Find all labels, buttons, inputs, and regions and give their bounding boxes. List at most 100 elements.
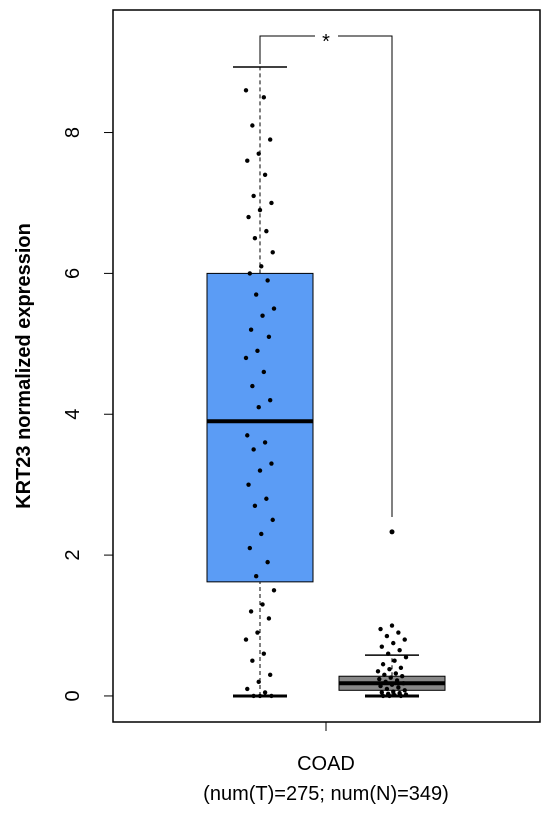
data-point xyxy=(255,630,260,635)
data-point xyxy=(251,447,256,452)
y-tick-label: 8 xyxy=(62,127,84,138)
data-point xyxy=(251,193,256,199)
data-point xyxy=(402,688,407,693)
data-point xyxy=(259,531,264,537)
data-point xyxy=(243,355,249,361)
y-tick-label: 6 xyxy=(62,268,84,279)
data-point xyxy=(257,207,263,213)
y-tick-label: 0 xyxy=(62,690,84,701)
data-point xyxy=(245,433,250,438)
data-point xyxy=(256,404,261,410)
data-point xyxy=(392,658,397,663)
data-point xyxy=(401,681,406,686)
data-point xyxy=(264,228,269,234)
data-point xyxy=(269,693,274,699)
data-point xyxy=(403,692,409,697)
data-point xyxy=(393,671,399,676)
data-point xyxy=(269,200,274,206)
significance-star: * xyxy=(322,31,330,53)
data-point xyxy=(262,690,268,695)
data-point xyxy=(260,602,265,607)
data-point xyxy=(247,271,253,276)
data-point xyxy=(382,672,387,678)
data-point xyxy=(396,685,401,690)
data-point xyxy=(259,264,264,269)
data-point xyxy=(245,158,250,163)
data-point xyxy=(256,151,261,156)
data-point xyxy=(270,250,275,255)
data-point xyxy=(260,313,265,318)
data-point xyxy=(396,630,401,635)
data-point xyxy=(243,88,249,93)
data-point xyxy=(255,348,260,354)
data-point xyxy=(245,686,250,692)
data-point xyxy=(389,623,395,628)
data-point xyxy=(379,690,385,695)
significance-bracket xyxy=(259,35,393,517)
data-point xyxy=(265,278,270,283)
data-point xyxy=(394,678,400,683)
data-point xyxy=(256,679,261,685)
data-point xyxy=(267,137,273,142)
data-point xyxy=(243,637,249,642)
y-tick-label: 2 xyxy=(62,550,84,561)
data-point xyxy=(387,693,392,699)
data-point xyxy=(248,609,254,614)
data-point xyxy=(257,468,263,473)
data-point xyxy=(378,626,383,632)
subtitle: (num(T)=275; num(N)=349) xyxy=(203,783,449,805)
data-point xyxy=(402,637,407,642)
data-point xyxy=(270,517,275,523)
data-point xyxy=(391,689,396,694)
data-point xyxy=(375,669,381,674)
data-point xyxy=(398,665,404,670)
data-point xyxy=(378,683,383,689)
x-tick-label: COAD xyxy=(297,753,355,775)
data-point xyxy=(384,686,390,692)
data-point xyxy=(388,675,393,680)
data-point xyxy=(246,214,251,220)
data-point xyxy=(266,616,272,621)
data-point xyxy=(397,647,402,653)
data-point xyxy=(380,693,386,699)
outlier xyxy=(389,529,395,535)
data-point xyxy=(377,676,382,682)
data-point xyxy=(248,327,254,332)
data-point xyxy=(385,651,391,656)
data-point xyxy=(267,397,273,403)
data-point xyxy=(261,369,267,375)
data-point xyxy=(261,651,267,656)
data-point xyxy=(251,693,256,699)
data-point xyxy=(271,588,277,593)
data-point xyxy=(250,123,255,128)
data-point xyxy=(391,640,396,646)
data-point xyxy=(253,574,259,579)
data-point xyxy=(252,503,258,508)
data-point xyxy=(247,545,253,551)
data-point xyxy=(399,674,405,679)
data-point xyxy=(384,633,390,639)
data-point xyxy=(262,172,268,177)
box xyxy=(206,272,314,583)
data-point xyxy=(403,655,409,660)
data-point xyxy=(257,693,263,699)
data-point xyxy=(271,306,277,311)
data-point xyxy=(389,682,395,687)
data-point xyxy=(387,666,392,672)
data-point xyxy=(261,95,267,100)
data-point xyxy=(250,658,255,663)
data-point xyxy=(262,440,268,445)
data-point xyxy=(246,482,251,487)
data-point xyxy=(383,679,388,685)
data-point xyxy=(250,383,255,389)
data-point xyxy=(267,672,273,678)
data-point xyxy=(265,559,270,565)
data-point xyxy=(252,235,258,241)
data-point xyxy=(269,461,274,466)
data-point xyxy=(264,496,269,501)
data-point xyxy=(392,693,397,698)
y-axis-label: KRT23 normalized expression xyxy=(13,223,35,509)
data-point xyxy=(398,693,404,699)
